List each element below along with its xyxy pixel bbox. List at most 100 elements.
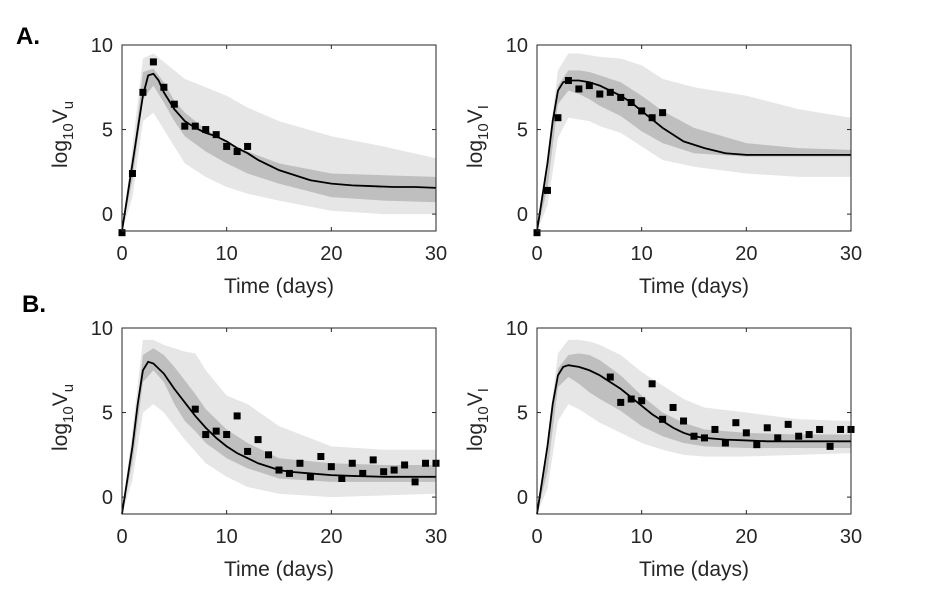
data-point bbox=[128, 170, 136, 178]
x-tick-label: 30 bbox=[840, 526, 862, 548]
x-tick-label: 10 bbox=[631, 243, 653, 265]
data-point bbox=[742, 429, 750, 437]
y-tick-label: 0 bbox=[517, 204, 528, 226]
x-tick-label: 10 bbox=[216, 526, 238, 548]
x-tick-label: 30 bbox=[425, 526, 447, 548]
confidence-band-inner bbox=[122, 348, 436, 514]
data-point bbox=[118, 229, 126, 237]
data-point bbox=[306, 473, 314, 481]
data-point bbox=[338, 474, 346, 482]
y-tick-label: 10 bbox=[506, 318, 528, 340]
x-axis-label: Time (days) bbox=[224, 558, 334, 581]
data-point bbox=[575, 85, 583, 93]
data-point bbox=[149, 58, 157, 66]
data-point bbox=[617, 93, 625, 101]
x-tick-label: 10 bbox=[216, 243, 238, 265]
data-point bbox=[543, 186, 551, 194]
data-point bbox=[244, 447, 252, 455]
y-axis-label-main: V bbox=[49, 392, 72, 406]
confidence-band-outer bbox=[122, 53, 436, 231]
x-tick-label: 0 bbox=[531, 526, 542, 548]
data-point bbox=[690, 432, 698, 440]
data-point bbox=[648, 114, 656, 122]
data-point bbox=[669, 403, 677, 411]
data-point bbox=[296, 459, 304, 467]
y-tick-label: 10 bbox=[91, 318, 113, 340]
y-axis-label-sub1: 10 bbox=[60, 123, 77, 140]
model-fit-line bbox=[121, 72, 437, 232]
data-point bbox=[721, 439, 729, 447]
y-axis-label-sub2: I bbox=[475, 105, 492, 109]
data-point bbox=[191, 122, 199, 130]
data-point bbox=[139, 88, 147, 96]
y-axis-label-sub2: I bbox=[475, 388, 492, 392]
data-point bbox=[763, 424, 771, 432]
data-point bbox=[585, 82, 593, 90]
y-axis-label-base: log bbox=[49, 140, 72, 168]
y-axis-label: log10VI bbox=[464, 105, 492, 168]
axes-box bbox=[536, 327, 852, 515]
y-axis-label-main: V bbox=[49, 109, 72, 123]
data-point bbox=[795, 432, 803, 440]
x-tick-label: 0 bbox=[116, 243, 127, 265]
axes-box bbox=[121, 327, 437, 515]
data-point bbox=[390, 466, 398, 474]
data-point bbox=[680, 417, 688, 425]
data-point bbox=[837, 425, 845, 433]
data-point bbox=[411, 478, 419, 486]
y-tick-label: 5 bbox=[517, 120, 528, 142]
y-axis-label: log10Vu bbox=[49, 384, 77, 451]
data-point bbox=[700, 434, 708, 442]
data-point bbox=[627, 395, 635, 403]
x-tick-label: 20 bbox=[320, 526, 342, 548]
data-point bbox=[401, 461, 409, 469]
y-axis-label-sub2: u bbox=[60, 384, 77, 392]
y-tick-label: 5 bbox=[102, 403, 113, 425]
y-axis-label: log10Vu bbox=[49, 101, 77, 168]
y-tick-label: 0 bbox=[102, 487, 113, 509]
data-point bbox=[181, 122, 189, 130]
y-tick-label: 5 bbox=[102, 120, 113, 142]
data-point bbox=[348, 459, 356, 467]
data-point bbox=[627, 98, 635, 106]
y-axis-label-base: log bbox=[464, 423, 487, 451]
y-axis-label: log10VI bbox=[464, 388, 492, 451]
y-axis-label-sub1: 10 bbox=[60, 406, 77, 423]
y-axis-label-sub1: 10 bbox=[475, 123, 492, 140]
data-point bbox=[317, 453, 325, 461]
axes-box bbox=[536, 44, 852, 232]
data-point bbox=[223, 431, 231, 439]
y-tick-label: 0 bbox=[102, 204, 113, 226]
x-tick-label: 30 bbox=[840, 243, 862, 265]
data-point bbox=[191, 405, 199, 413]
data-point bbox=[638, 107, 646, 115]
data-point bbox=[244, 142, 252, 150]
data-point bbox=[732, 419, 740, 427]
x-tick-label: 10 bbox=[631, 526, 653, 548]
data-point bbox=[711, 425, 719, 433]
data-point bbox=[170, 100, 178, 108]
data-point bbox=[554, 114, 562, 122]
confidence-band-inner bbox=[537, 70, 851, 231]
y-axis-label-base: log bbox=[49, 423, 72, 451]
data-point bbox=[327, 463, 335, 471]
data-point bbox=[564, 77, 572, 85]
data-point bbox=[816, 425, 824, 433]
data-point bbox=[160, 83, 168, 91]
data-point bbox=[774, 434, 782, 442]
data-point bbox=[359, 469, 367, 477]
data-point bbox=[638, 397, 646, 405]
data-point bbox=[202, 126, 210, 134]
y-axis-label-main: V bbox=[464, 392, 487, 406]
data-point bbox=[659, 109, 667, 117]
data-point bbox=[223, 142, 231, 150]
data-point bbox=[233, 148, 241, 156]
data-point bbox=[606, 373, 614, 381]
data-point bbox=[254, 436, 262, 444]
data-point bbox=[369, 456, 377, 464]
data-point bbox=[422, 459, 430, 467]
y-tick-label: 0 bbox=[517, 487, 528, 509]
